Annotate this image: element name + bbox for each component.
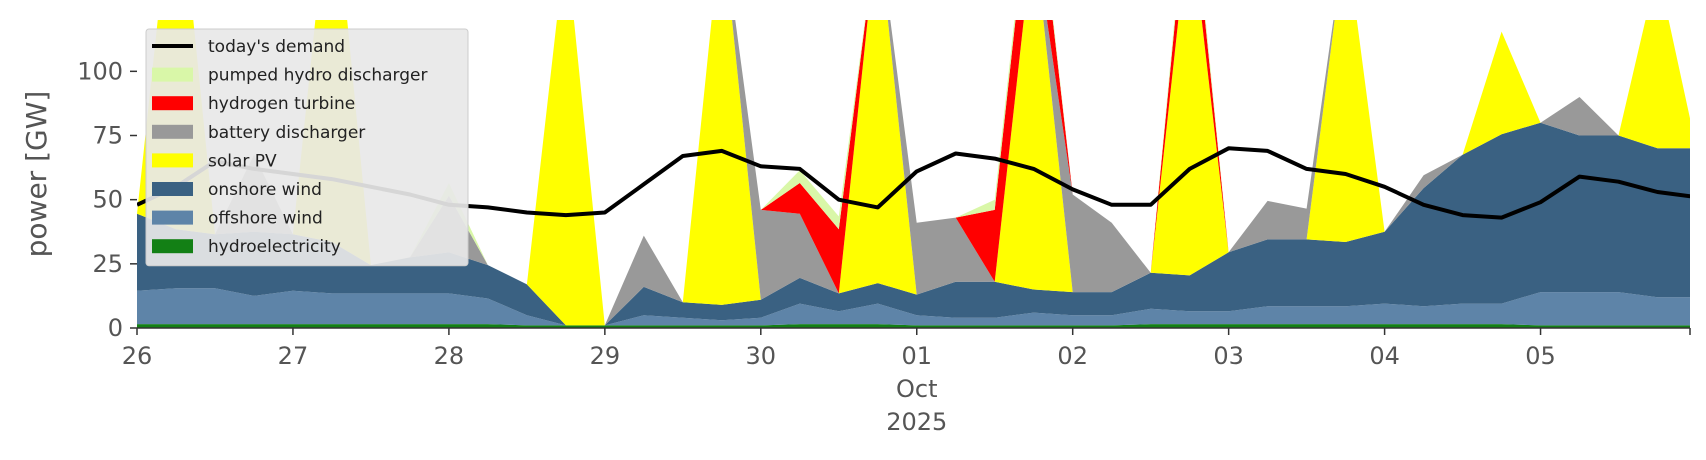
y-axis-label: power [GW] [20, 91, 53, 258]
y-axis: 0 25 50 75 100 [77, 57, 137, 342]
x-tick-sublabel-month: Oct [896, 375, 938, 403]
legend-label: onshore wind [208, 180, 322, 200]
legend-swatch [152, 239, 193, 254]
legend-label: pumped hydro discharger [208, 66, 427, 86]
y-tick-label: 50 [92, 186, 123, 214]
area-hydroelectricity [137, 324, 1690, 328]
x-tick-label: 01 [901, 342, 932, 370]
x-tick-label: 27 [278, 342, 309, 370]
x-tick-label: 29 [590, 342, 621, 370]
legend-swatch [152, 153, 193, 168]
x-tick-label: 04 [1369, 342, 1400, 370]
legend-label: battery discharger [208, 123, 365, 143]
x-tick-label: 30 [746, 342, 777, 370]
legend-box [145, 28, 469, 267]
x-tick-label: 02 [1057, 342, 1088, 370]
y-tick-label: 0 [108, 314, 123, 342]
legend-label: offshore wind [208, 209, 323, 229]
legend-swatch [152, 96, 193, 111]
x-tick-label: 05 [1525, 342, 1556, 370]
legend-swatch [152, 182, 193, 196]
y-tick-label: 100 [77, 57, 123, 85]
legend-swatch [152, 67, 193, 82]
x-tick-label: 26 [122, 342, 153, 370]
x-tick-label: 28 [434, 342, 465, 370]
area-offshore-wind [137, 288, 1690, 326]
legend: today's demand pumped hydro discharger hyd… [145, 28, 469, 267]
stacked-areas [137, 20, 1690, 328]
legend-swatch [152, 124, 193, 139]
legend-label: solar PV [208, 151, 277, 171]
area-solar-pv [137, 20, 1690, 326]
x-tick-sublabel-year: 2025 [886, 408, 947, 436]
x-tick-label: 03 [1213, 342, 1244, 370]
legend-label: hydrogen turbine [208, 94, 355, 114]
legend-swatch [152, 210, 193, 225]
y-tick-label: 25 [92, 250, 123, 278]
legend-label: today's demand [208, 37, 345, 57]
y-tick-label: 75 [92, 122, 123, 150]
area-onshore-wind [137, 122, 1690, 326]
x-axis: 26 27 28 29 30 01 Oct 2025 02 03 04 05 [122, 327, 1691, 436]
legend-label: hydroelectricity [208, 237, 341, 257]
